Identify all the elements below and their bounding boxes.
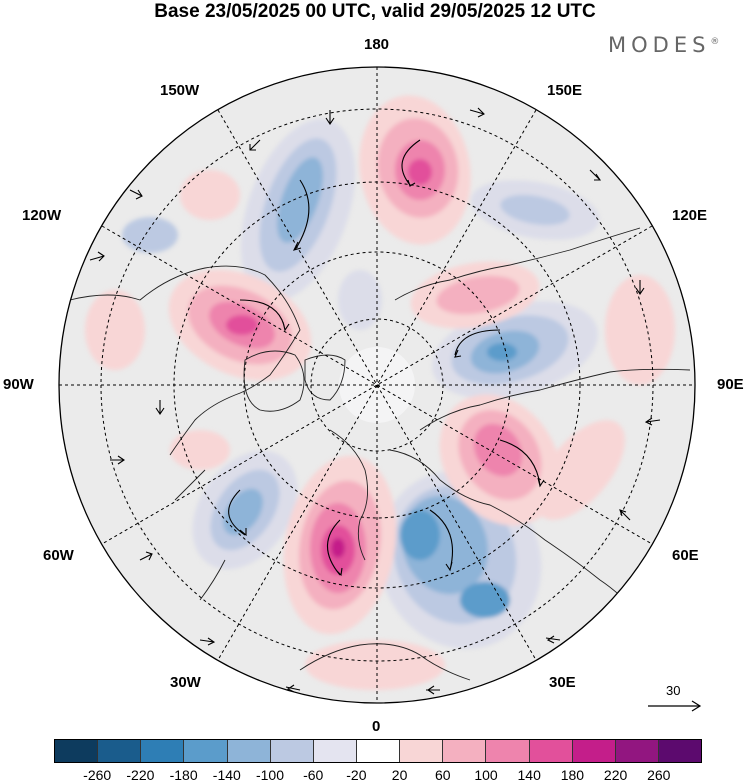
colorbar-tick-label: 220 [603,767,628,783]
colorbar-swatch [443,740,487,762]
map-title: Base 23/05/2025 00 UTC, valid 29/05/2025… [154,1,596,22]
coastlines [69,227,691,681]
colorbar-tick-label: -260 [83,767,112,783]
colorbar-tick-label: -220 [126,767,155,783]
lon-label-60e: 60E [672,547,699,564]
anomaly-blobs [85,95,675,690]
colorbar-swatch [486,740,530,762]
colorbar-tick-label: 60 [435,767,451,783]
lon-label-120w: 120W [22,207,62,224]
meridians [59,67,695,703]
colorbar-tick-label: -100 [255,767,285,783]
colorbar-tick-label: -140 [212,767,241,783]
colorbar-swatch [658,740,702,762]
lon-label-120e: 120E [672,207,708,224]
colorbar-tick-label: 100 [474,767,498,783]
colorbar-swatch [270,740,314,762]
colorbar-swatch [98,740,142,762]
lon-label-30e: 30E [549,674,576,691]
colorbar-swatch [400,740,444,762]
lon-label-150e: 150E [547,82,583,99]
colorbar [54,739,702,763]
wind-vectors [89,107,661,695]
colorbar-swatch [356,740,401,762]
modes-logo: MODES® [608,33,719,57]
colorbar-swatch [313,740,357,762]
lon-label-180: 180 [364,36,390,53]
map-boundary [58,66,696,704]
colorbar-tick-label: -180 [169,767,198,783]
lon-label-30w: 30W [170,674,201,691]
colorbar-tick-label: 180 [560,767,585,783]
colorbar-swatch [572,740,616,762]
colorbar-tick-label: 140 [517,767,541,783]
colorbar-tick-label: 260 [647,767,671,783]
colorbar-swatch [55,740,99,762]
lon-label-150w: 150W [160,82,200,99]
lon-label-0: 0 [372,718,381,735]
colorbar-swatch [615,740,659,762]
reference-vector-label: 30 [666,683,681,698]
brand-text: MODES [608,33,711,57]
colorbar-swatch [184,740,228,762]
lon-label-90e: 90E [717,376,744,393]
lon-label-60w: 60W [43,547,74,564]
reference-vector-arrow [648,700,702,712]
colorbar-tick-label: 20 [391,767,408,783]
brand-mark: ® [710,37,720,47]
lon-label-90w: 90W [3,376,34,393]
colorbar-swatch [529,740,573,762]
colorbar-tick-label: -60 [303,767,324,783]
colorbar-swatch [141,740,185,762]
colorbar-swatch [227,740,271,762]
colorbar-tick-label: -20 [346,767,367,783]
